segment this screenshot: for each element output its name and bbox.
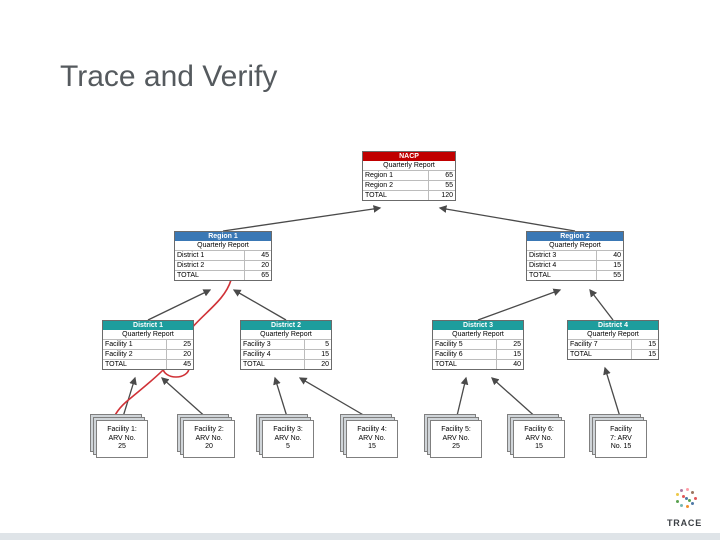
table-row: District 415	[527, 260, 623, 270]
table-header: Region 2	[527, 232, 623, 241]
table-row: TOTAL55	[527, 270, 623, 280]
table-row: District 145	[175, 250, 271, 260]
table-header: Region 1	[175, 232, 271, 241]
brand-dot	[685, 497, 688, 500]
table-subheader: Quarterly Report	[433, 330, 523, 339]
table-row: TOTAL65	[175, 270, 271, 280]
connector-arrow	[148, 290, 210, 320]
table-row: Facility 715	[568, 339, 658, 349]
brand-logo-dots	[672, 484, 700, 512]
table-subheader: Quarterly Report	[363, 161, 455, 170]
table-header: District 1	[103, 321, 193, 330]
table-row: TOTAL40	[433, 359, 523, 369]
page-title: Trace and Verify	[60, 60, 277, 94]
table-row: Facility 35	[241, 339, 331, 349]
table-row: TOTAL45	[103, 359, 193, 369]
brand-dot	[686, 505, 689, 508]
table-row: District 220	[175, 260, 271, 270]
facility-leaf-4: Facility 4: ARV No. 15	[346, 420, 398, 458]
table-row: Facility 525	[433, 339, 523, 349]
facility-leaf-1: Facility 1: ARV No. 25	[96, 420, 148, 458]
facility-leaf-3: Facility 3: ARV No. 5	[262, 420, 314, 458]
brand-dot	[676, 493, 679, 496]
table-region1: Region 1Quarterly ReportDistrict 145Dist…	[174, 231, 272, 281]
connector-arrow	[590, 290, 613, 320]
table-row: TOTAL120	[363, 190, 455, 200]
table-row: Facility 125	[103, 339, 193, 349]
table-district3: District 3Quarterly ReportFacility 525Fa…	[432, 320, 524, 370]
table-subheader: Quarterly Report	[175, 241, 271, 250]
table-district2: District 2Quarterly ReportFacility 35Fac…	[240, 320, 332, 370]
brand-dot	[688, 499, 691, 502]
table-row: District 340	[527, 250, 623, 260]
table-nacp: NACPQuarterly ReportRegion 165Region 255…	[362, 151, 456, 201]
brand-dot	[694, 497, 697, 500]
table-row: Region 255	[363, 180, 455, 190]
table-row: Region 165	[363, 170, 455, 180]
facility-leaf-2: Facility 2: ARV No. 20	[183, 420, 235, 458]
table-subheader: Quarterly Report	[103, 330, 193, 339]
connector-arrow	[478, 290, 560, 320]
table-district4: District 4Quarterly ReportFacility 715TO…	[567, 320, 659, 360]
table-header: District 3	[433, 321, 523, 330]
brand-dot	[686, 488, 689, 491]
table-district1: District 1Quarterly ReportFacility 125Fa…	[102, 320, 194, 370]
brand-dot	[680, 504, 683, 507]
connector-arrow	[223, 208, 380, 231]
table-header: NACP	[363, 152, 455, 161]
connector-arrow	[234, 290, 286, 320]
table-header: District 2	[241, 321, 331, 330]
facility-leaf-6: Facility 6: ARV No. 15	[513, 420, 565, 458]
brand-dot	[680, 489, 683, 492]
brand-dot	[691, 502, 694, 505]
table-row: Facility 220	[103, 349, 193, 359]
table-row: TOTAL20	[241, 359, 331, 369]
table-header: District 4	[568, 321, 658, 330]
brand-text: TRACE	[667, 518, 702, 528]
table-row: TOTAL15	[568, 349, 658, 359]
footer-band	[0, 533, 720, 540]
brand-dot	[676, 500, 679, 503]
connector-arrow	[440, 208, 575, 231]
connector-arrow	[605, 368, 621, 420]
brand-dot	[682, 495, 685, 498]
table-region2: Region 2Quarterly ReportDistrict 340Dist…	[526, 231, 624, 281]
brand-dot	[691, 491, 694, 494]
table-row: Facility 415	[241, 349, 331, 359]
table-subheader: Quarterly Report	[527, 241, 623, 250]
table-subheader: Quarterly Report	[241, 330, 331, 339]
table-row: Facility 615	[433, 349, 523, 359]
facility-leaf-7: Facility 7: ARV No. 15	[595, 420, 647, 458]
facility-leaf-5: Facility 5: ARV No. 25	[430, 420, 482, 458]
table-subheader: Quarterly Report	[568, 330, 658, 339]
